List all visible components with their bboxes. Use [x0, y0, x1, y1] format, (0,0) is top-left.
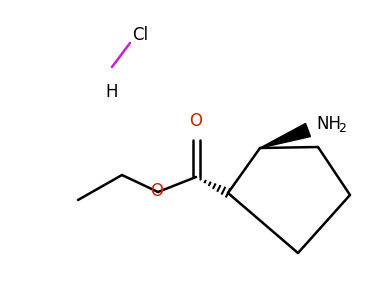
Text: Cl: Cl — [132, 26, 148, 44]
Text: O: O — [189, 112, 203, 130]
Polygon shape — [260, 123, 310, 148]
Text: H: H — [106, 83, 118, 101]
Text: NH: NH — [316, 115, 341, 133]
Text: 2: 2 — [338, 122, 346, 134]
Text: O: O — [151, 182, 164, 200]
